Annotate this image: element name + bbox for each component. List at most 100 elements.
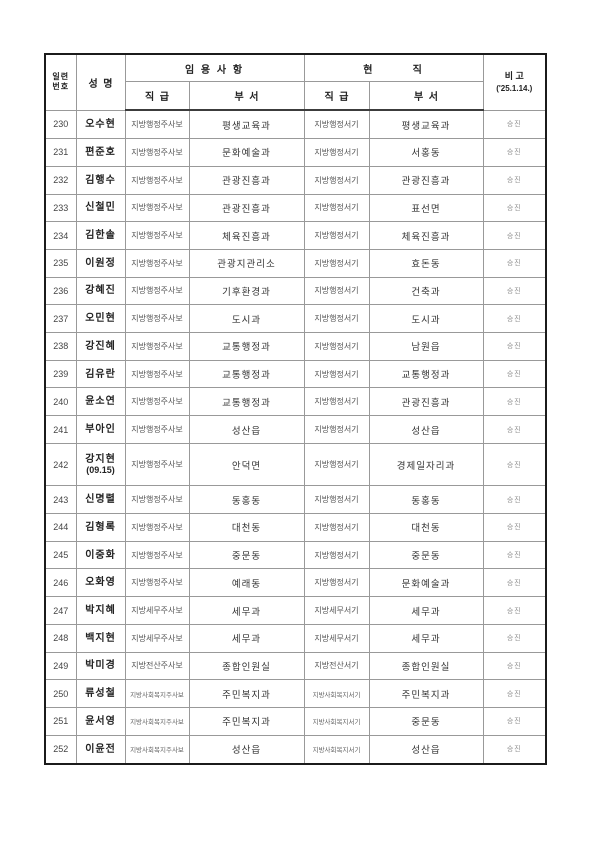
appointment-rank-cell: 지방행정주사보 xyxy=(124,540,190,570)
serial-number-cell: 235 xyxy=(44,248,77,278)
current-rank-cell: 지방행정서기 xyxy=(303,568,370,598)
name-cell: 김유란 xyxy=(75,359,126,389)
name-cell: 오민현 xyxy=(75,304,126,334)
appointment-rank-cell: 지방행정주사보 xyxy=(124,138,190,167)
table-row: 247 박지혜 지방세무주사보 세무과 지방세무서기 세무과 승진 xyxy=(44,596,547,625)
name-cell: 윤서영 xyxy=(75,706,126,736)
current-rank-cell: 지방세무서기 xyxy=(303,596,370,625)
note-cell: 승진 xyxy=(482,415,547,444)
appointment-dept-cell: 세무과 xyxy=(188,623,305,653)
current-dept-cell: 건축과 xyxy=(368,276,484,306)
appointment-dept-cell: 주민복지과 xyxy=(188,706,305,736)
name-cell: 이윤전 xyxy=(75,734,126,765)
current-dept-cell: 경제일자리과 xyxy=(368,442,484,487)
appointment-rank-cell: 지방세무주사보 xyxy=(124,596,190,625)
header-serial-number: 일련 번호 xyxy=(44,53,77,111)
table-row: 235 이원정 지방행정주사보 관광지관리소 지방행정서기 효돈동 승진 xyxy=(44,248,547,278)
serial-number-cell: 245 xyxy=(44,540,77,570)
serial-number-cell: 251 xyxy=(44,706,77,736)
current-dept-cell: 주민복지과 xyxy=(368,679,484,708)
serial-number-cell: 246 xyxy=(44,568,77,598)
serial-number-cell: 248 xyxy=(44,623,77,653)
appointment-dept-cell: 교통행정과 xyxy=(188,387,305,417)
serial-number-cell: 243 xyxy=(44,485,77,515)
current-rank-cell: 지방행정서기 xyxy=(303,359,370,389)
note-cell: 승진 xyxy=(482,276,547,306)
serial-number-cell: 247 xyxy=(44,596,77,625)
current-dept-cell: 표선면 xyxy=(368,193,484,223)
current-dept-cell: 서홍동 xyxy=(368,138,484,167)
current-dept-cell: 성산읍 xyxy=(368,415,484,444)
header-appointment: 임 용 사 항 xyxy=(124,53,305,82)
table-row: 230 오수현 지방행정주사보 평생교육과 지방행정서기 평생교육과 승진 xyxy=(44,109,547,140)
appointment-dept-cell: 대천동 xyxy=(188,513,305,542)
appointment-dept-cell: 안덕면 xyxy=(188,442,305,487)
note-cell: 승진 xyxy=(482,540,547,570)
current-dept-cell: 세무과 xyxy=(368,596,484,625)
current-dept-cell: 도시과 xyxy=(368,304,484,334)
table-row: 239 김유란 지방행정주사보 교통행정과 지방행정서기 교통행정과 승진 xyxy=(44,359,547,389)
appointment-dept-cell: 관광진흥과 xyxy=(188,193,305,223)
current-rank-cell: 지방행정서기 xyxy=(303,442,370,487)
note-cell: 승진 xyxy=(482,304,547,334)
appointment-dept-cell: 성산읍 xyxy=(188,415,305,444)
header-current-rank: 직 급 xyxy=(303,81,370,111)
header-appointment-rank: 직 급 xyxy=(124,81,190,111)
current-dept-cell: 성산읍 xyxy=(368,734,484,765)
name-cell: 김한솔 xyxy=(75,221,126,250)
current-dept-cell: 세무과 xyxy=(368,623,484,653)
header-current-position: 현 직 xyxy=(303,53,484,82)
appointment-dept-cell: 문화예술과 xyxy=(188,138,305,167)
serial-number-cell: 231 xyxy=(44,138,77,167)
table-row: 248 백지현 지방세무주사보 세무과 지방세무서기 세무과 승진 xyxy=(44,623,547,653)
current-dept-cell: 종합인원실 xyxy=(368,651,484,681)
serial-number-cell: 239 xyxy=(44,359,77,389)
note-cell: 승진 xyxy=(482,138,547,167)
header-note-date: ('25.1.14.) xyxy=(496,83,533,93)
current-rank-cell: 지방세무서기 xyxy=(303,623,370,653)
note-cell: 승진 xyxy=(482,734,547,765)
serial-number-cell: 232 xyxy=(44,165,77,195)
current-rank-cell: 지방행정서기 xyxy=(303,138,370,167)
serial-number-cell: 233 xyxy=(44,193,77,223)
appointment-rank-cell: 지방행정주사보 xyxy=(124,485,190,515)
current-rank-cell: 지방행정서기 xyxy=(303,248,370,278)
serial-number-cell: 240 xyxy=(44,387,77,417)
table-row: 238 강진혜 지방행정주사보 교통행정과 지방행정서기 남원읍 승진 xyxy=(44,332,547,361)
current-dept-cell: 평생교육과 xyxy=(368,109,484,140)
note-cell: 승진 xyxy=(482,387,547,417)
header-name: 성 명 xyxy=(75,53,126,111)
note-cell: 승진 xyxy=(482,679,547,708)
name-cell: 강지현 (09.15) xyxy=(75,442,126,487)
appointment-dept-cell: 교통행정과 xyxy=(188,359,305,389)
table-header: 일련 번호 성 명 임 용 사 항 현 직 비 고 ('25.1.14.) 직 급 … xyxy=(44,53,547,111)
serial-number-cell: 250 xyxy=(44,679,77,708)
current-rank-cell: 지방행정서기 xyxy=(303,221,370,250)
appointment-rank-cell: 지방행정주사보 xyxy=(124,193,190,223)
current-rank-cell: 지방사회복지서기 xyxy=(303,734,370,765)
appointment-rank-cell: 지방행정주사보 xyxy=(124,109,190,140)
current-rank-cell: 지방행정서기 xyxy=(303,485,370,515)
name-cell: 류성철 xyxy=(75,679,126,708)
name-cell: 백지현 xyxy=(75,623,126,653)
appointment-dept-cell: 세무과 xyxy=(188,596,305,625)
note-cell: 승진 xyxy=(482,221,547,250)
appointment-dept-cell: 체육진흥과 xyxy=(188,221,305,250)
appointment-dept-cell: 평생교육과 xyxy=(188,109,305,140)
appointment-dept-cell: 관광지관리소 xyxy=(188,248,305,278)
serial-number-cell: 252 xyxy=(44,734,77,765)
table-row: 245 이중화 지방행정주사보 중문동 지방행정서기 중문동 승진 xyxy=(44,540,547,570)
current-rank-cell: 지방행정서기 xyxy=(303,276,370,306)
current-dept-cell: 문화예술과 xyxy=(368,568,484,598)
note-cell: 승진 xyxy=(482,193,547,223)
table-row: 243 신명렬 지방행정주사보 동홍동 지방행정서기 동홍동 승진 xyxy=(44,485,547,515)
appointment-rank-cell: 지방행정주사보 xyxy=(124,415,190,444)
current-rank-cell: 지방행정서기 xyxy=(303,415,370,444)
current-rank-cell: 지방행정서기 xyxy=(303,387,370,417)
current-dept-cell: 남원읍 xyxy=(368,332,484,361)
appointment-rank-cell: 지방행정주사보 xyxy=(124,332,190,361)
note-cell: 승진 xyxy=(482,651,547,681)
current-dept-cell: 동홍동 xyxy=(368,485,484,515)
appointment-rank-cell: 지방사회복지주사보 xyxy=(124,734,190,765)
